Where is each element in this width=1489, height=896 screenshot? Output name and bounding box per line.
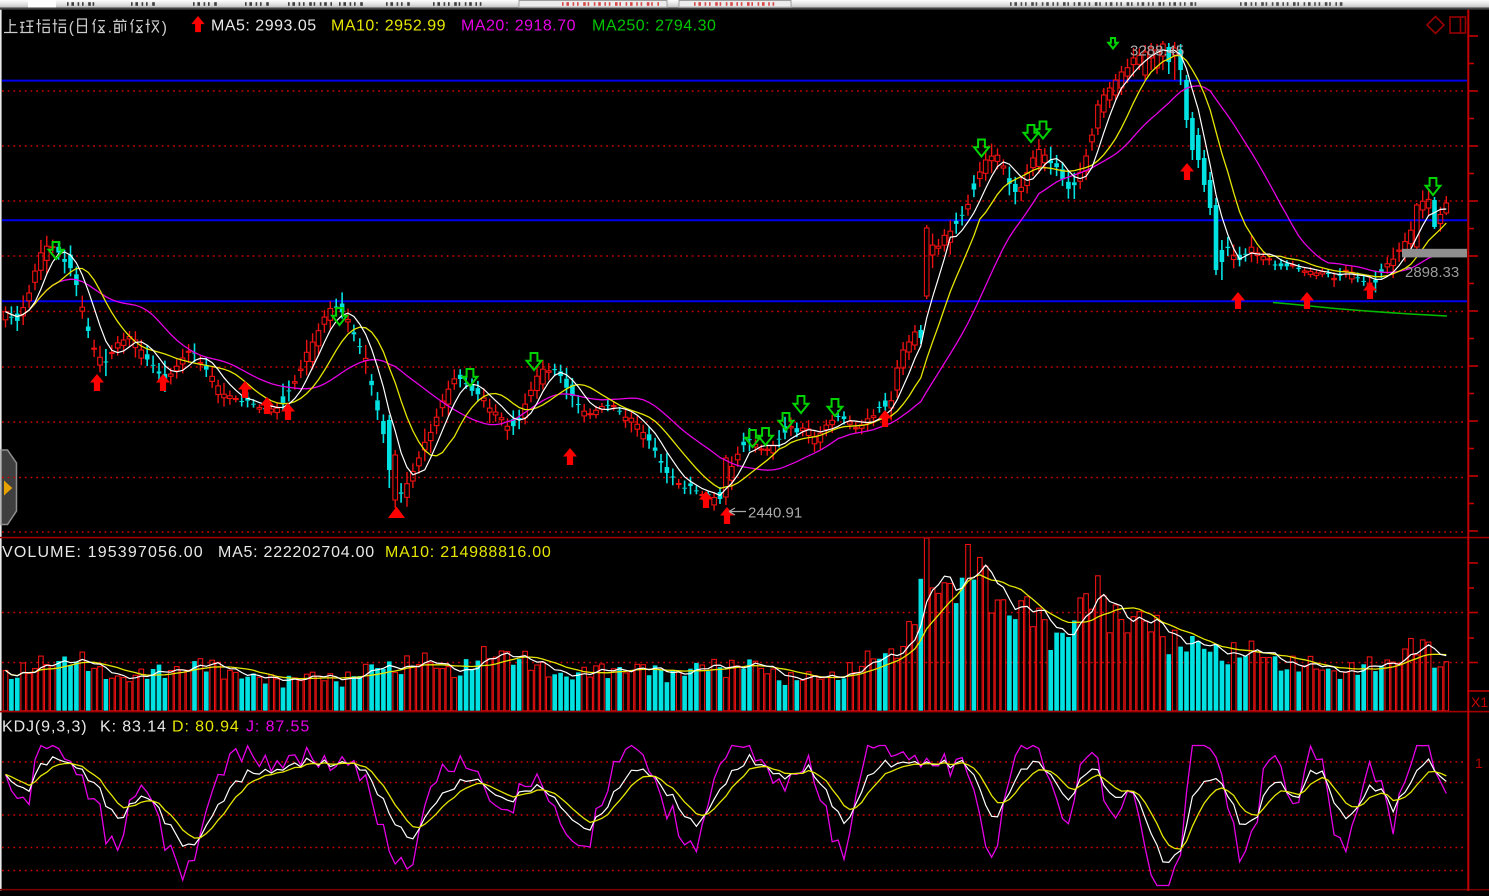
svg-text:MA5: 2993.05: MA5: 2993.05 xyxy=(211,18,317,35)
svg-text:MA5: 222202704.00: MA5: 222202704.00 xyxy=(218,544,375,561)
svg-text:2898.33: 2898.33 xyxy=(1405,264,1459,281)
svg-text:): ) xyxy=(162,19,167,36)
svg-text:MA250: 2794.30: MA250: 2794.30 xyxy=(592,18,716,35)
svg-text:MA20: 2918.70: MA20: 2918.70 xyxy=(461,18,576,35)
svg-text:MA10: 214988816.00: MA10: 214988816.00 xyxy=(385,544,552,561)
svg-text:KDJ(9,3,3): KDJ(9,3,3) xyxy=(2,719,87,736)
svg-text:(: ( xyxy=(69,19,75,36)
svg-text:J: 87.55: J: 87.55 xyxy=(246,719,310,736)
svg-text:.: . xyxy=(108,19,112,36)
svg-text:VOLUME: 195397056.00: VOLUME: 195397056.00 xyxy=(2,544,204,561)
svg-text:2440.91: 2440.91 xyxy=(748,505,802,522)
svg-text:3288.45: 3288.45 xyxy=(1130,43,1184,60)
svg-text:K: 83.14: K: 83.14 xyxy=(100,719,167,736)
svg-text:1: 1 xyxy=(1475,755,1483,771)
svg-text:X1: X1 xyxy=(1471,694,1488,710)
svg-text:D: 80.94: D: 80.94 xyxy=(172,719,240,736)
svg-text:MA10: 2952.99: MA10: 2952.99 xyxy=(331,18,446,35)
